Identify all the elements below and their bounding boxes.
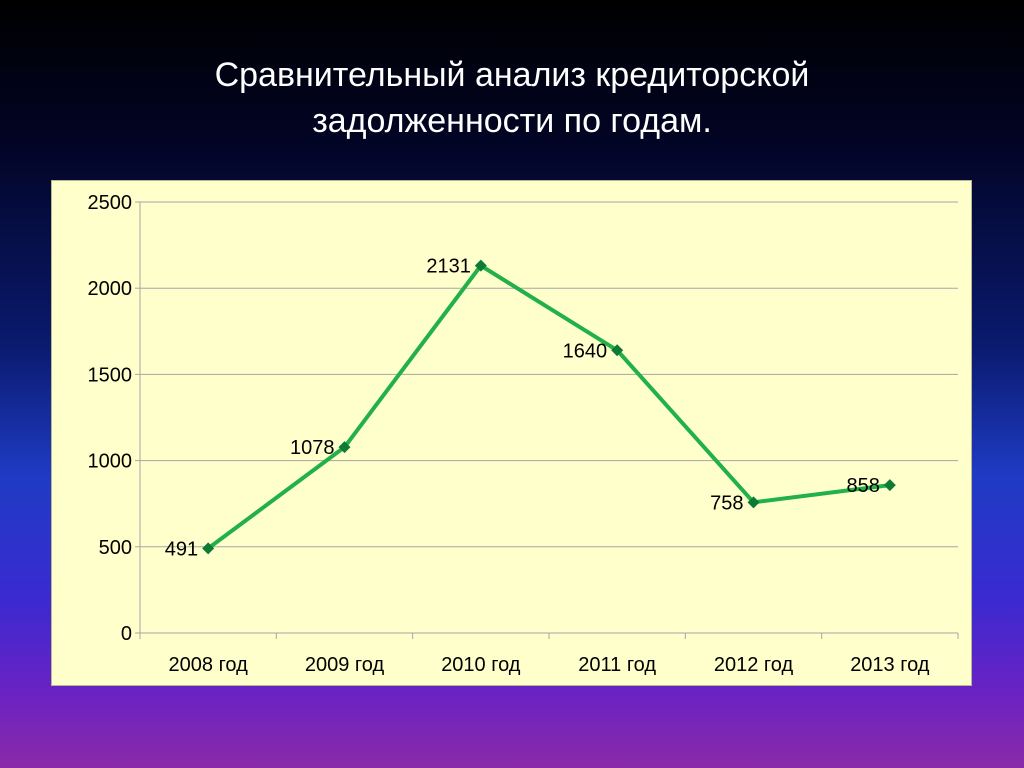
y-tick-label: 0 bbox=[121, 623, 132, 645]
y-tick-label: 1000 bbox=[88, 451, 133, 473]
data-label: 2131 bbox=[426, 256, 471, 278]
data-label: 858 bbox=[846, 475, 879, 497]
x-tick-label: 2008 год bbox=[169, 654, 249, 676]
slide-title-line-2: задолженности по годам. bbox=[312, 102, 712, 140]
y-tick-label: 1500 bbox=[88, 364, 133, 386]
x-tick-label: 2013 год bbox=[850, 654, 930, 676]
data-label: 758 bbox=[710, 492, 743, 514]
slide-title: Сравнительный анализ кредиторской задолж… bbox=[0, 52, 1024, 144]
data-point-marker bbox=[338, 441, 351, 454]
data-label: 1078 bbox=[290, 437, 335, 459]
data-point-marker bbox=[747, 496, 760, 509]
data-point-marker bbox=[611, 344, 624, 357]
chart-panel: 0 500 1000 1500 2000 2500 2008 год 2009 год 2010… bbox=[51, 180, 972, 686]
data-point-marker bbox=[202, 542, 215, 555]
x-tick-label: 2009 год bbox=[305, 654, 385, 676]
y-tick-label: 2000 bbox=[88, 278, 133, 300]
x-tick-label: 2012 год bbox=[714, 654, 794, 676]
y-tick-label: 2500 bbox=[88, 192, 133, 214]
x-tick-label: 2010 год bbox=[441, 654, 521, 676]
data-point-marker bbox=[474, 259, 487, 272]
line-chart: 0 500 1000 1500 2000 2500 2008 год 2009 год 2010… bbox=[88, 192, 959, 676]
data-label: 491 bbox=[165, 538, 198, 560]
x-tick-label: 2011 год bbox=[578, 654, 656, 676]
slide-title-line-1: Сравнительный анализ кредиторской bbox=[214, 56, 810, 94]
data-point-marker bbox=[883, 479, 896, 492]
data-label: 1640 bbox=[563, 340, 608, 362]
y-tick-label: 500 bbox=[99, 537, 132, 559]
series-line bbox=[206, 263, 892, 551]
